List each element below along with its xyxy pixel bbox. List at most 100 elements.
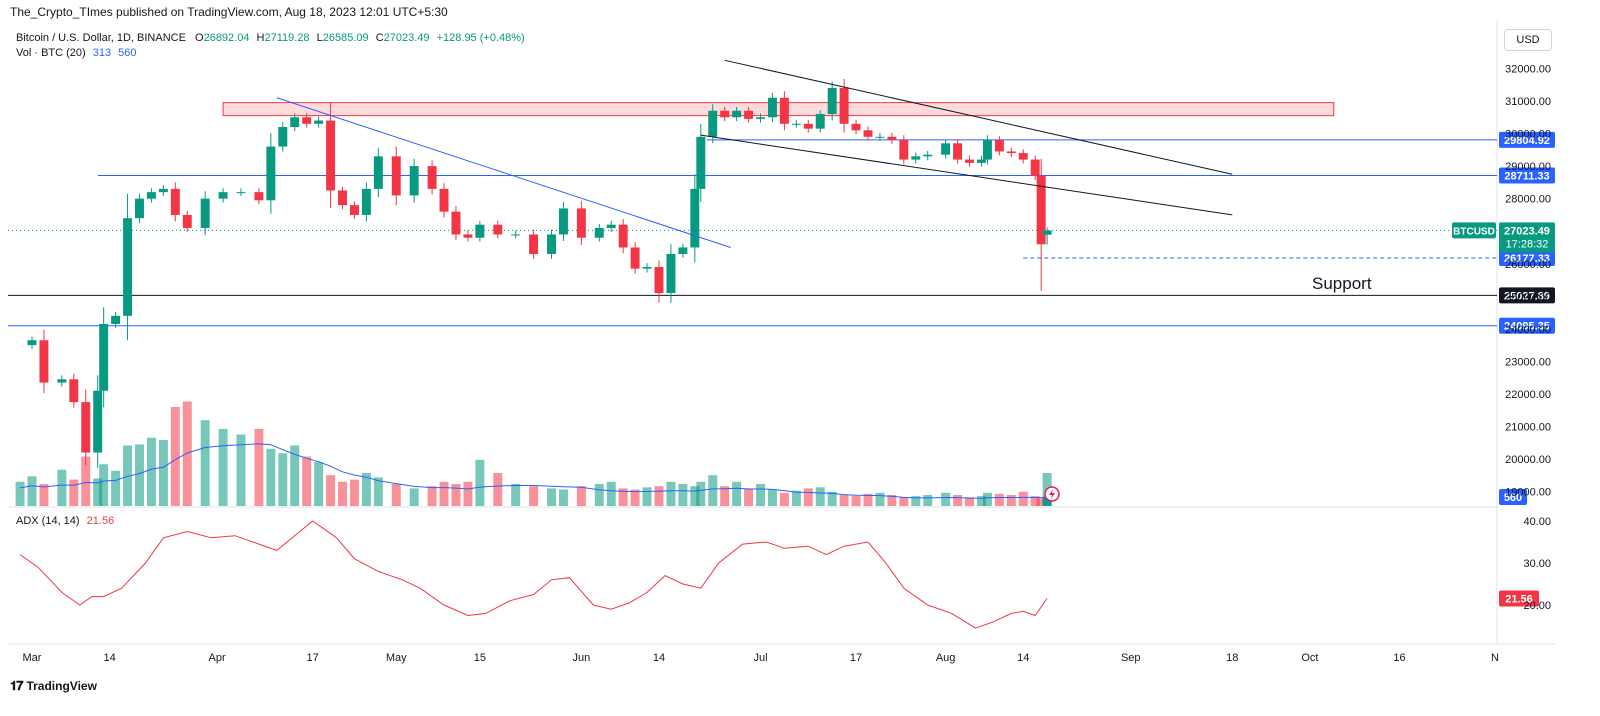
volume-bar bbox=[791, 490, 801, 506]
volume-bar bbox=[349, 479, 359, 506]
support-annotation: Support bbox=[1312, 274, 1372, 293]
volume-bar bbox=[326, 475, 336, 506]
axes-layer: 29804.92 28711.33 26177.33 25027.89 24095.35… bbox=[23, 63, 1555, 664]
countdown-label: 17:28:32 bbox=[1506, 238, 1549, 250]
candle bbox=[899, 140, 909, 160]
volume-bar bbox=[1042, 497, 1052, 506]
volume-ma-value: 560 bbox=[118, 47, 137, 59]
volume-bar bbox=[654, 486, 664, 506]
volume-bar bbox=[1036, 498, 1046, 506]
volume-bar bbox=[290, 445, 300, 506]
candle bbox=[642, 267, 652, 269]
candle bbox=[170, 188, 180, 215]
volume-bar bbox=[254, 429, 264, 506]
volume-bar bbox=[278, 453, 288, 506]
symbol-name: Bitcoin / U.S. Dollar, 1D, BINANCE bbox=[16, 32, 186, 44]
time-tick-label: Aug bbox=[936, 652, 956, 664]
candle bbox=[361, 188, 371, 215]
volume-bar bbox=[182, 401, 192, 506]
candle bbox=[708, 110, 718, 137]
candle bbox=[654, 267, 664, 294]
adx-line bbox=[19, 520, 1048, 629]
volume-bar bbox=[767, 489, 777, 506]
volume-bar bbox=[158, 440, 168, 506]
volume-bar bbox=[863, 493, 873, 506]
candle bbox=[923, 154, 933, 157]
candle bbox=[99, 323, 109, 391]
time-tick-label: 14 bbox=[1017, 652, 1029, 664]
volume-bar bbox=[511, 484, 521, 506]
currency-button[interactable]: USD bbox=[1504, 29, 1552, 51]
volume-bar bbox=[696, 481, 706, 506]
candle bbox=[463, 234, 473, 238]
time-tick-label: 16 bbox=[1393, 652, 1405, 664]
candle bbox=[594, 227, 604, 238]
price-tick-label: 25000.00 bbox=[1505, 291, 1551, 303]
open-value: 26892.04 bbox=[203, 32, 250, 44]
time-tick-label: Apr bbox=[209, 652, 226, 664]
volume-bar bbox=[1018, 491, 1028, 506]
close-label: C bbox=[375, 32, 384, 44]
candle bbox=[965, 159, 974, 163]
candle bbox=[941, 143, 951, 155]
candle bbox=[302, 117, 312, 124]
volume-legend[interactable]: Vol · BTC (20) 313 560 bbox=[16, 47, 137, 59]
volume-bar bbox=[57, 469, 67, 506]
candle bbox=[511, 234, 521, 236]
time-tick-label: Jun bbox=[572, 652, 590, 664]
last-price-tag bbox=[1499, 222, 1555, 253]
candle bbox=[953, 143, 963, 160]
candle bbox=[200, 198, 210, 228]
volume-bar bbox=[111, 470, 121, 506]
candle bbox=[767, 97, 777, 118]
price-tick-label: 32000.00 bbox=[1505, 63, 1551, 75]
candle bbox=[994, 140, 1004, 152]
trendline-layer bbox=[276, 59, 1233, 248]
candles-layer bbox=[27, 79, 1052, 469]
volume-bar bbox=[732, 481, 742, 506]
channel-lower-trendline bbox=[700, 134, 1233, 216]
volume-bar bbox=[642, 487, 652, 506]
candle bbox=[93, 390, 103, 453]
candle bbox=[630, 247, 640, 269]
volume-bar bbox=[779, 492, 789, 506]
volume-bar bbox=[99, 464, 109, 506]
candle bbox=[839, 87, 849, 124]
price-tick-label: 29000.00 bbox=[1505, 161, 1551, 173]
adx-legend[interactable]: ADX (14, 14) 21.56 bbox=[16, 515, 114, 527]
candle bbox=[851, 123, 861, 131]
candle bbox=[744, 110, 754, 119]
candle bbox=[1006, 151, 1016, 154]
price-tick-label: 19000.00 bbox=[1505, 487, 1551, 499]
adx-layer bbox=[19, 520, 1048, 629]
volume-bar bbox=[529, 486, 539, 506]
time-tick-label: 14 bbox=[653, 652, 665, 664]
volume-bar bbox=[439, 481, 449, 506]
adx-tick-label: 20.00 bbox=[1523, 600, 1551, 612]
price-tick-label: 23000.00 bbox=[1505, 356, 1551, 368]
candle bbox=[254, 192, 264, 201]
volume-bar bbox=[409, 488, 419, 506]
volume-bar bbox=[200, 420, 210, 506]
candle bbox=[236, 192, 246, 194]
candle bbox=[1018, 153, 1028, 160]
candle bbox=[493, 224, 503, 235]
symbol-legend[interactable]: Bitcoin / U.S. Dollar, 1D, BINANCE O2689… bbox=[16, 32, 529, 44]
candle bbox=[558, 208, 568, 235]
resistance-line-2-tag bbox=[1499, 167, 1555, 184]
grid bbox=[8, 20, 1556, 645]
volume-bar bbox=[391, 484, 401, 506]
change-value: +128.95 (+0.48%) bbox=[436, 32, 525, 44]
adx-legend-value: 21.56 bbox=[86, 515, 115, 527]
volume-bar bbox=[887, 495, 897, 506]
time-tick-label: N bbox=[1491, 652, 1499, 664]
volume-bar bbox=[1006, 495, 1016, 506]
price-tick-label: 21000.00 bbox=[1505, 422, 1551, 434]
volume-bar bbox=[427, 486, 437, 506]
candle bbox=[1036, 175, 1046, 245]
candle bbox=[606, 224, 616, 228]
time-tick-label: 14 bbox=[104, 652, 116, 664]
volume-bar bbox=[576, 486, 586, 506]
volume-bar bbox=[266, 448, 276, 506]
